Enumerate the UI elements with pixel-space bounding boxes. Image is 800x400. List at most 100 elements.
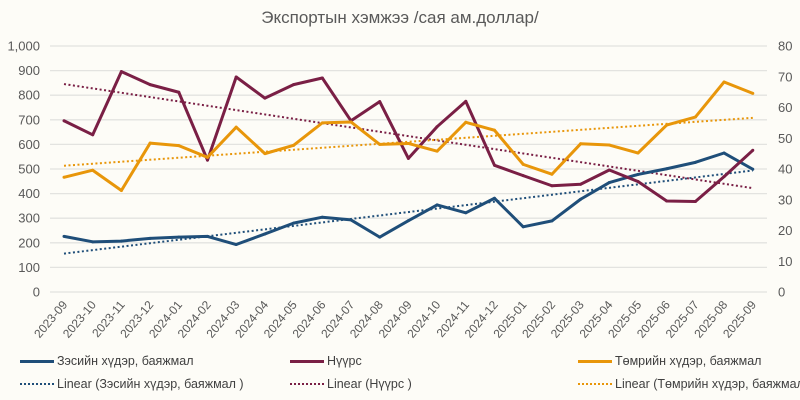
data-point xyxy=(435,203,439,207)
data-point xyxy=(636,151,640,155)
y-left-tick-label: 1,000 xyxy=(7,39,40,54)
data-point xyxy=(206,234,209,238)
data-point xyxy=(493,128,496,132)
legend-item-coal-trend: Linear (Нүүрс ) xyxy=(290,377,412,391)
data-point xyxy=(607,168,611,172)
data-point xyxy=(292,83,296,87)
y-left-tick-label: 100 xyxy=(18,260,40,275)
data-point xyxy=(406,141,410,145)
data-point xyxy=(349,218,353,222)
legend-swatch xyxy=(578,383,612,385)
legend-item-iron-trend: Linear (Төмрийн хүдэр, баяжмал ) xyxy=(578,377,800,391)
y-right-tick-label: 40 xyxy=(778,162,792,177)
data-point xyxy=(320,121,324,125)
data-point xyxy=(722,175,726,179)
data-point xyxy=(148,141,152,145)
legend-item-iron: Төмрийн хүдэр, баяжмал xyxy=(578,354,761,368)
y-right-tick-label: 0 xyxy=(778,285,785,300)
data-point xyxy=(320,76,324,80)
data-point xyxy=(177,90,181,94)
y-left-tick-label: 800 xyxy=(18,88,40,103)
data-point xyxy=(751,167,755,171)
data-point xyxy=(579,142,583,146)
data-point xyxy=(62,234,66,238)
data-point xyxy=(722,80,726,84)
data-point xyxy=(378,100,382,104)
data-point xyxy=(263,152,267,156)
data-point xyxy=(234,75,238,79)
data-point xyxy=(177,235,181,239)
data-point xyxy=(62,119,66,123)
data-point xyxy=(378,142,382,146)
trendline xyxy=(63,169,753,255)
legend-label: Linear (Төмрийн хүдэр, баяжмал ) xyxy=(615,377,800,391)
legend-swatch xyxy=(20,383,54,385)
legend-label: Нүүрс xyxy=(327,354,362,368)
data-point xyxy=(292,143,296,147)
series-line xyxy=(63,151,754,247)
data-point xyxy=(62,175,66,179)
data-point xyxy=(91,240,95,244)
legend-label: Linear (Зэсийн хүдэр, баяжмал ) xyxy=(57,377,244,391)
data-point xyxy=(751,91,755,95)
data-point xyxy=(119,189,123,193)
legend-label: Зэсийн хүдэр, баяжмал xyxy=(57,354,194,368)
data-point xyxy=(234,125,238,129)
y-left-tick-label: 300 xyxy=(18,211,40,226)
data-point xyxy=(206,155,209,159)
data-point xyxy=(665,123,669,127)
data-point xyxy=(464,120,468,124)
y-right-tick-label: 20 xyxy=(778,223,792,238)
data-point xyxy=(148,236,152,240)
data-point xyxy=(148,83,152,87)
data-point xyxy=(119,239,123,243)
data-point xyxy=(693,160,697,164)
y-right-tick-label: 60 xyxy=(778,100,792,115)
data-point xyxy=(665,167,669,171)
legend-label: Төмрийн хүдэр, баяжмал xyxy=(615,354,762,368)
data-point xyxy=(636,172,640,176)
data-point xyxy=(751,148,755,152)
data-point xyxy=(579,197,583,201)
data-point xyxy=(693,115,697,119)
data-point xyxy=(435,149,439,153)
data-point xyxy=(493,196,496,200)
data-point xyxy=(406,156,410,160)
data-point xyxy=(550,219,554,223)
chart-title: Экспортын хэмжээ /сая ам.доллар/ xyxy=(261,8,539,27)
y-left-tick-label: 0 xyxy=(33,285,40,300)
y-left-tick-label: 600 xyxy=(18,137,40,152)
trendline xyxy=(63,83,753,190)
data-point xyxy=(234,243,238,247)
y-left-tick-label: 500 xyxy=(18,162,40,177)
legend-item-copper-trend: Linear (Зэсийн хүдэр, баяжмал ) xyxy=(20,377,244,391)
y-left-tick-label: 900 xyxy=(18,63,40,78)
y-right-tick-label: 70 xyxy=(778,69,792,84)
data-point xyxy=(177,144,181,148)
legend-swatch xyxy=(578,359,612,363)
data-point xyxy=(464,99,468,103)
y-left-tick-label: 200 xyxy=(18,235,40,250)
data-point xyxy=(521,174,525,178)
data-point xyxy=(693,199,697,203)
data-point xyxy=(665,199,669,203)
data-point xyxy=(263,232,267,236)
data-point xyxy=(493,163,496,167)
data-point xyxy=(406,219,410,223)
y-left-tick-label: 400 xyxy=(18,186,40,201)
data-point xyxy=(464,211,468,215)
data-point xyxy=(579,182,583,186)
y-right-tick-label: 10 xyxy=(778,254,792,269)
data-point xyxy=(263,96,267,100)
data-point xyxy=(435,125,439,129)
data-point xyxy=(722,151,726,155)
y-right-tick-label: 80 xyxy=(778,39,792,54)
legend-swatch xyxy=(290,359,324,363)
data-point xyxy=(91,133,95,137)
y-left-tick-label: 700 xyxy=(18,112,40,127)
data-point xyxy=(607,143,611,147)
data-point xyxy=(521,162,525,166)
data-point xyxy=(349,120,353,124)
data-point xyxy=(119,70,123,74)
